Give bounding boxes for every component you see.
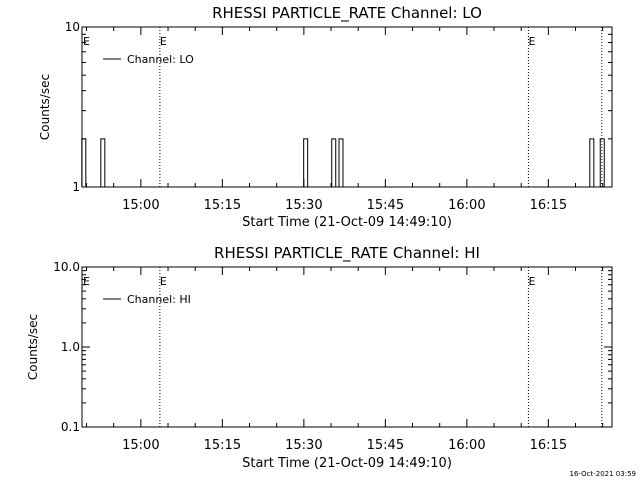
p1-legend-label: Channel: LO (127, 53, 194, 66)
p2-legend-label: Channel: HI (127, 293, 191, 306)
p1-x-tick-label: 16:15 (530, 198, 567, 213)
p2-x-tick-label: 15:15 (204, 438, 241, 453)
p2-event-label: E (160, 275, 167, 288)
p2-x-tick-label: 15:30 (285, 438, 322, 453)
p2-x-tick-label: 15:45 (367, 438, 404, 453)
p1-event-label: E (160, 35, 167, 48)
p1-x-tick-label: 15:30 (285, 198, 322, 213)
p2-y-tick-label: 0.1 (61, 420, 80, 434)
p2-event-label: E (528, 275, 535, 288)
p2-y-axis-label: Counts/sec (26, 314, 40, 380)
p2-y-tick-label: 10.0 (53, 260, 80, 274)
p2-x-axis-label: Start Time (21-Oct-09 14:49:10) (242, 456, 452, 471)
p2-plot-frame (81, 266, 613, 428)
p2-event-label: E (83, 275, 90, 288)
p1-x-tick-label: 15:45 (367, 198, 404, 213)
p1-y-tick-label: 10 (65, 20, 80, 34)
p1-data-spike (81, 138, 87, 187)
p2-x-tick-label: 15:00 (122, 438, 159, 453)
footer-timestamp: 16-Oct-2021 03:59 (569, 470, 636, 478)
p1-chart-title: RHESSI PARTICLE_RATE Channel: LO (212, 4, 482, 23)
p1-event-label: E (528, 35, 535, 48)
p1-x-axis-label: Start Time (21-Oct-09 14:49:10) (242, 215, 452, 230)
p2-x-tick-label: 16:15 (530, 438, 567, 453)
p1-x-tick-label: 16:00 (448, 198, 485, 213)
p1-x-tick-label: 15:15 (204, 198, 241, 213)
p1-data-spike (303, 138, 309, 187)
p2-chart-title: RHESSI PARTICLE_RATE Channel: HI (214, 244, 480, 263)
p1-y-tick-label: 1 (72, 180, 80, 194)
p1-data-spike (338, 138, 344, 187)
p1-data-spike (331, 138, 337, 187)
p1-data-spike (599, 138, 605, 187)
p1-data-spike (589, 138, 595, 187)
p1-x-tick-label: 15:00 (122, 198, 159, 213)
p1-y-axis-label: Counts/sec (38, 74, 52, 140)
p2-x-tick-label: 16:00 (448, 438, 485, 453)
p2-y-tick-label: 1.0 (61, 340, 80, 354)
p1-data-spike (100, 138, 106, 187)
p1-event-label: E (83, 35, 90, 48)
p1-plot-frame (81, 26, 613, 188)
